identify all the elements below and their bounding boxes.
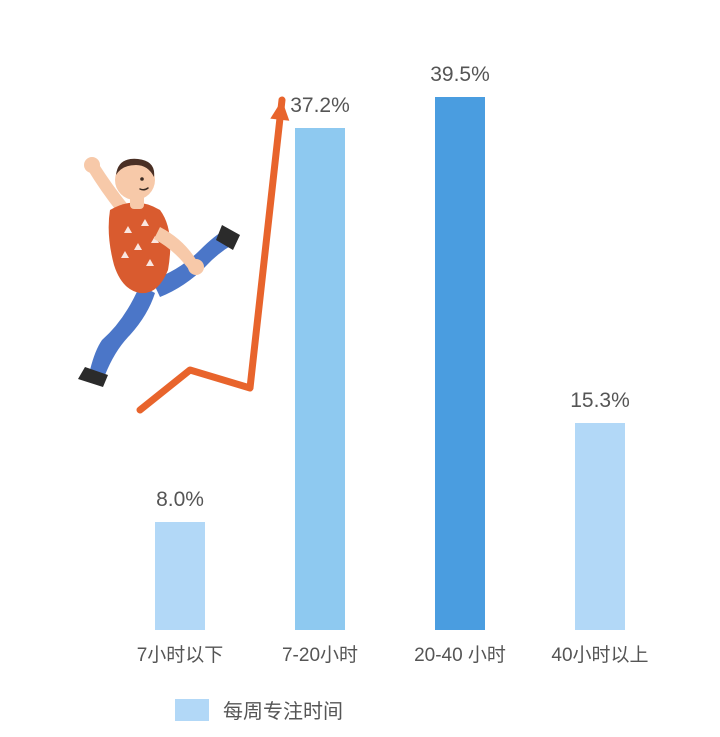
bar-label-3: 40小时以上 bbox=[535, 640, 665, 667]
bar-value-1: 37.2% bbox=[260, 94, 380, 118]
bar-1: 37.2%7-20小时 bbox=[295, 128, 345, 630]
legend: 每周专注时间 bbox=[175, 695, 343, 724]
bar-2: 39.5%20-40 小时 bbox=[435, 97, 485, 630]
bar-value-2: 39.5% bbox=[400, 63, 520, 87]
bar-value-0: 8.0% bbox=[120, 488, 240, 512]
bar-3: 15.3%40小时以上 bbox=[575, 423, 625, 630]
bar-value-3: 15.3% bbox=[540, 389, 660, 413]
legend-label: 每周专注时间 bbox=[223, 695, 343, 724]
bar-label-1: 7-20小时 bbox=[255, 640, 385, 667]
bar-label-0: 7小时以下 bbox=[115, 640, 245, 667]
bar-chart: 8.0%7小时以下 37.2%7-20小时 39.5%20-40 小时 15.3%40… bbox=[90, 40, 660, 630]
bar-0: 8.0%7小时以下 bbox=[155, 522, 205, 630]
bar-label-2: 20-40 小时 bbox=[395, 640, 525, 667]
legend-swatch bbox=[175, 699, 209, 721]
